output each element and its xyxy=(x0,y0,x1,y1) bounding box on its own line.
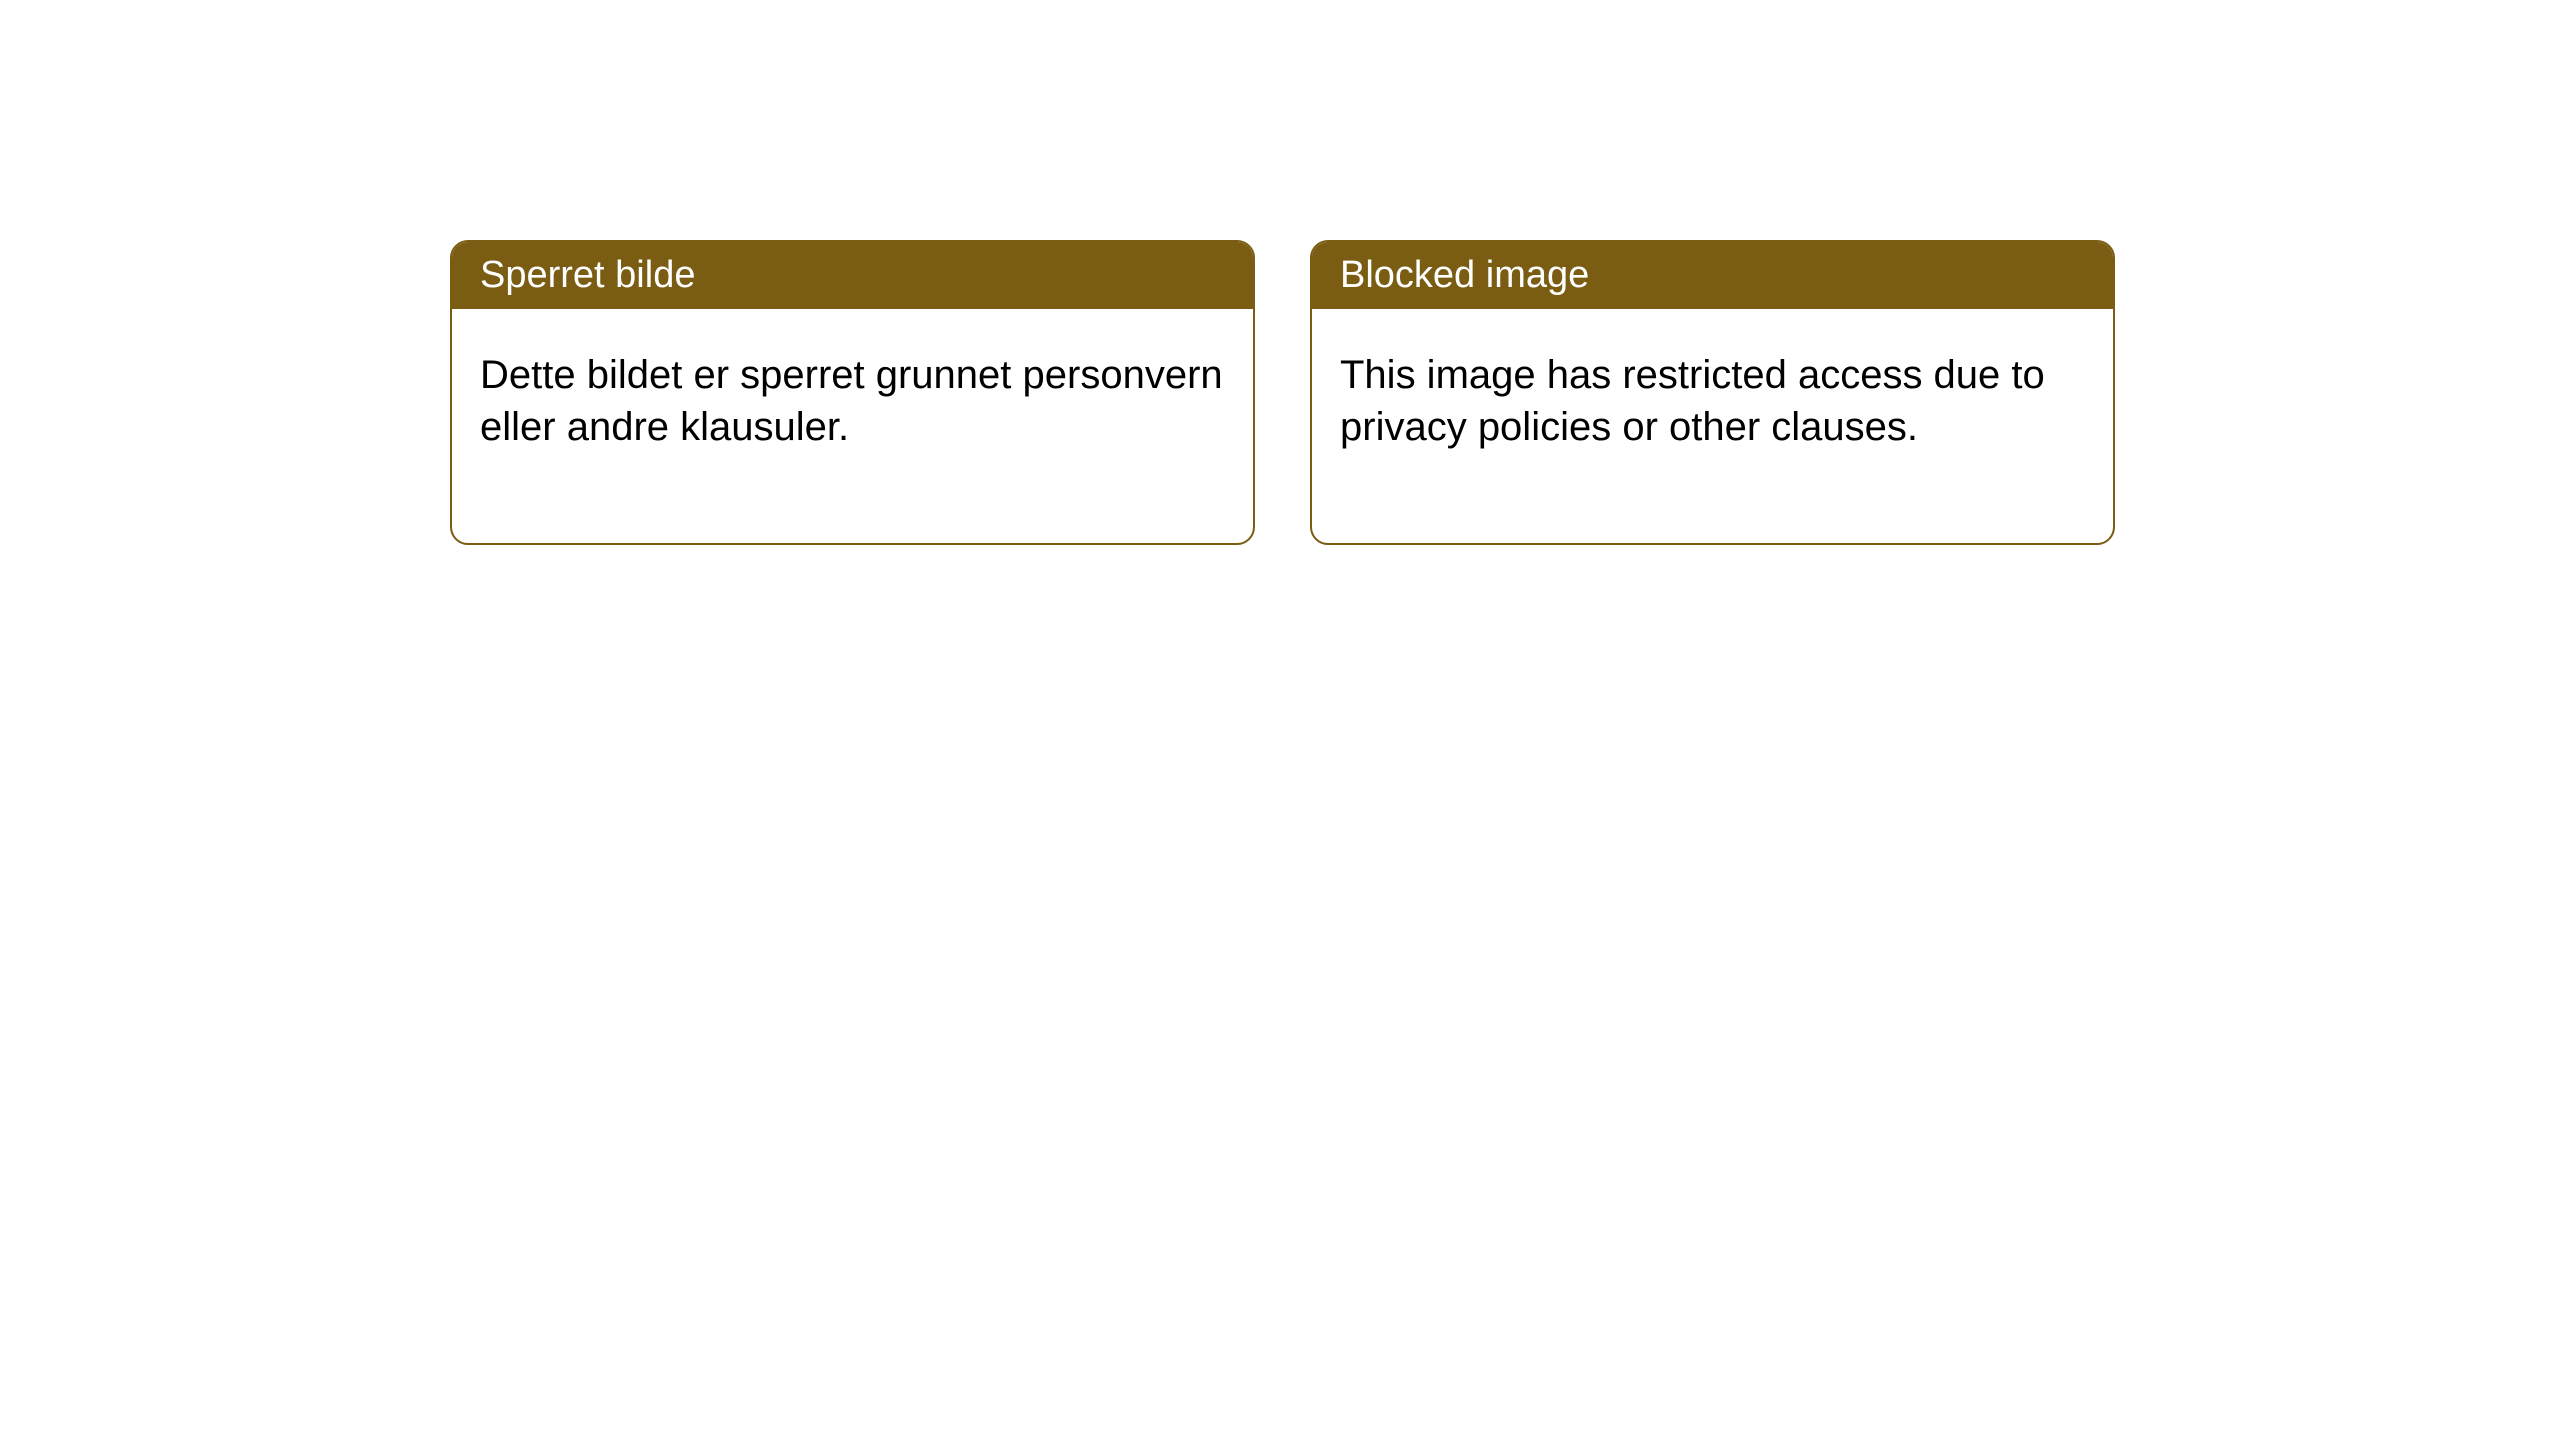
card-body-text: This image has restricted access due to … xyxy=(1340,353,2045,449)
blocked-image-card-en: Blocked image This image has restricted … xyxy=(1310,240,2115,545)
card-title: Blocked image xyxy=(1340,254,1589,296)
card-body: Dette bildet er sperret grunnet personve… xyxy=(452,309,1253,543)
card-header: Blocked image xyxy=(1312,242,2113,309)
card-body: This image has restricted access due to … xyxy=(1312,309,2113,543)
card-header: Sperret bilde xyxy=(452,242,1253,309)
blocked-image-card-no: Sperret bilde Dette bildet er sperret gr… xyxy=(450,240,1255,545)
cards-container: Sperret bilde Dette bildet er sperret gr… xyxy=(0,0,2560,545)
card-body-text: Dette bildet er sperret grunnet personve… xyxy=(480,353,1223,449)
card-title: Sperret bilde xyxy=(480,254,695,296)
